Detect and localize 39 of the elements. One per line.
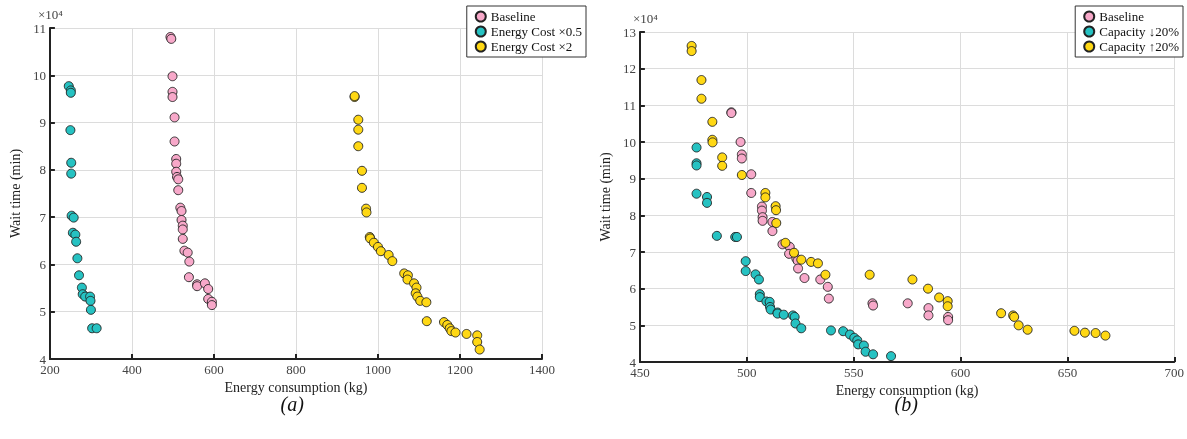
y-tick-label: 10 <box>622 134 636 150</box>
y-tick-label: 12 <box>622 61 636 77</box>
legend-label: Capacity ↓20% <box>1099 24 1180 39</box>
legend-label: Capacity ↑20% <box>1099 39 1180 54</box>
text: ×10⁴ <box>633 11 659 26</box>
x-tick-label: 650 <box>1057 365 1078 380</box>
x-tick-label: 550 <box>843 365 864 380</box>
x-tick-label: 600 <box>950 365 971 380</box>
x-tick-label: 1200 <box>446 362 473 377</box>
y-tick-label: 7 <box>629 244 637 260</box>
y-tick-label: 4 <box>629 354 637 370</box>
y-tick-label: 9 <box>39 115 46 131</box>
y-axis-title: Wait time (min) <box>7 148 24 239</box>
y-tick-label: 6 <box>629 281 637 297</box>
x-tick-label: 500 <box>737 365 757 380</box>
text: ×10⁴ <box>38 7 64 22</box>
x-tick-label: 700 <box>1164 365 1184 380</box>
x-tick-label: 800 <box>286 362 306 377</box>
y-tick-label: 11 <box>33 20 46 36</box>
y-tick-label: 6 <box>39 256 47 272</box>
y-tick-label: 5 <box>629 317 636 333</box>
x-tick-label: 1000 <box>364 362 391 377</box>
legend-label: Baseline <box>490 9 536 24</box>
legend-label: Energy Cost ×0.5 <box>490 24 583 39</box>
x-tick-label: 400 <box>122 362 142 377</box>
x-tick-label: 600 <box>204 362 224 377</box>
legend-label: Energy Cost ×2 <box>490 39 573 54</box>
y-tick-label: 10 <box>32 67 46 83</box>
y-axis-title: Wait time (min) <box>597 152 614 242</box>
y-tick-label: 11 <box>623 97 636 113</box>
y-tick-label: 8 <box>629 207 636 223</box>
y-tick-label: 8 <box>39 162 46 178</box>
y-tick-label: 4 <box>39 351 47 367</box>
y-tick-label: 7 <box>39 209 47 225</box>
y-tick-label: 13 <box>622 24 636 40</box>
y-tick-label: 9 <box>629 171 636 187</box>
legend-label: Baseline <box>1099 9 1145 24</box>
y-tick-label: 5 <box>39 304 46 320</box>
x-tick-label: 1400 <box>529 362 555 377</box>
